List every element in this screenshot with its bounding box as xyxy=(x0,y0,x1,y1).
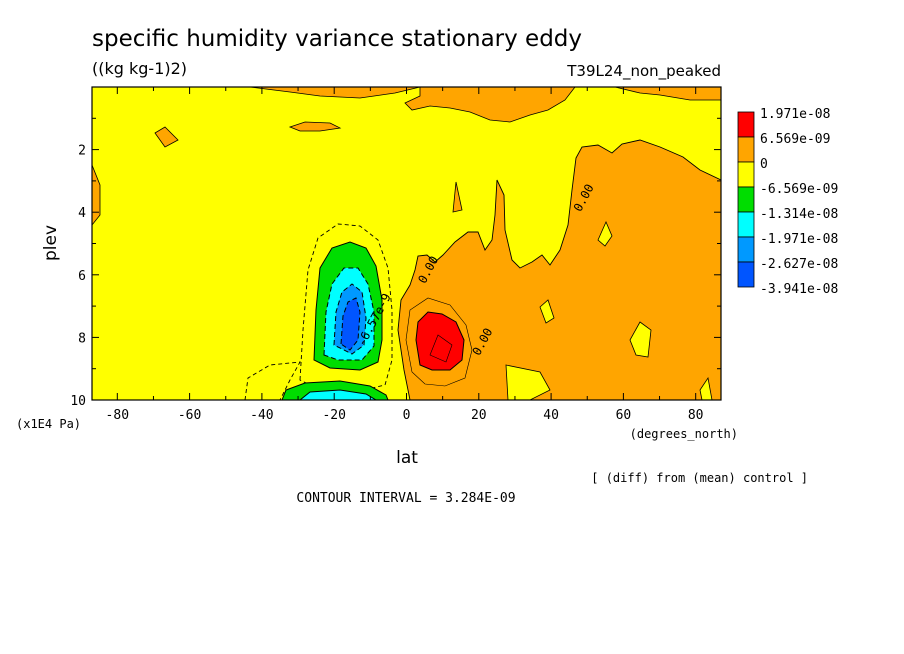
legend-label: 0 xyxy=(760,157,768,172)
chart-title: specific humidity variance stationary ed… xyxy=(92,26,582,52)
positive-patch-top-1 xyxy=(249,87,421,99)
y-axis: 2 4 6 8 10 xyxy=(70,117,721,409)
y-tick-label: 4 xyxy=(78,206,86,221)
x-tick-label: -60 xyxy=(178,408,201,423)
y-tick-label: 2 xyxy=(78,144,86,159)
legend-label: -1.971e-08 xyxy=(760,232,838,247)
x-tick-label: -80 xyxy=(106,408,129,423)
run-label: T39L24_non_peaked xyxy=(566,62,721,81)
legend-swatch xyxy=(737,236,755,263)
y-tick-label: 8 xyxy=(78,331,86,346)
x-tick-label: -40 xyxy=(250,408,273,423)
legend-label: -2.627e-08 xyxy=(760,257,838,272)
positive-patch-top-4 xyxy=(288,121,342,132)
zero-hole-5 xyxy=(699,376,713,400)
y-unit-label: (x1E4 Pa) xyxy=(16,417,81,431)
x-unit-label: (degrees_north) xyxy=(630,427,738,441)
plot-area: 0.000.000.00-6.57e-9 xyxy=(92,87,721,400)
comparison-note: [ (diff) from (mean) control ] xyxy=(591,471,808,485)
positive-core xyxy=(415,311,465,371)
negative-core xyxy=(340,297,361,351)
legend-swatch xyxy=(737,186,755,213)
zero-hole-4 xyxy=(505,364,551,400)
y-tick-label: 10 xyxy=(70,394,86,409)
zero-hole-1 xyxy=(597,221,613,247)
positive-patch-top-2 xyxy=(404,87,576,123)
x-axis: -80 -60 -40 -20 0 20 40 60 80 xyxy=(106,87,704,423)
zero-hole-2 xyxy=(629,321,652,358)
legend-label: -6.569e-09 xyxy=(760,182,838,197)
positive-patch-top-3 xyxy=(614,87,721,101)
positive-patch-top-5 xyxy=(154,126,179,148)
y-axis-label: plev xyxy=(41,225,61,261)
x-tick-label: 60 xyxy=(616,408,632,423)
legend-swatch xyxy=(737,161,755,188)
legend-swatch xyxy=(737,211,755,238)
x-tick-label: -20 xyxy=(322,408,345,423)
x-tick-label: 80 xyxy=(688,408,704,423)
x-tick-label: 40 xyxy=(543,408,559,423)
legend-swatch xyxy=(737,136,755,163)
legend: 1.971e-08 6.569e-09 0 -6.569e-09 -1.314e-08 -… xyxy=(737,107,838,297)
legend-label: -3.941e-08 xyxy=(760,282,838,297)
positive-patch-small xyxy=(452,181,463,213)
contour-ring-positive-inner xyxy=(429,334,453,363)
zero-hole-3 xyxy=(539,299,555,324)
y-tick-label: 6 xyxy=(78,269,86,284)
negative-bottom-cyan xyxy=(299,389,377,400)
legend-swatch xyxy=(737,111,755,138)
contour-ring-positive xyxy=(405,297,473,387)
legend-label: 1.971e-08 xyxy=(760,107,830,122)
legend-label: -1.314e-08 xyxy=(760,207,838,222)
units-label: ((kg kg-1)2) xyxy=(92,59,187,78)
positive-patch-left-edge xyxy=(92,164,101,226)
contour-interval: CONTOUR INTERVAL = 3.284E-09 xyxy=(296,491,515,506)
dash-contour-bottom-left xyxy=(244,361,301,400)
x-axis-label: lat xyxy=(396,448,418,468)
legend-label: 6.569e-09 xyxy=(760,132,830,147)
x-tick-label: 20 xyxy=(471,408,487,423)
x-tick-label: 0 xyxy=(403,408,411,423)
legend-swatch xyxy=(737,261,755,288)
